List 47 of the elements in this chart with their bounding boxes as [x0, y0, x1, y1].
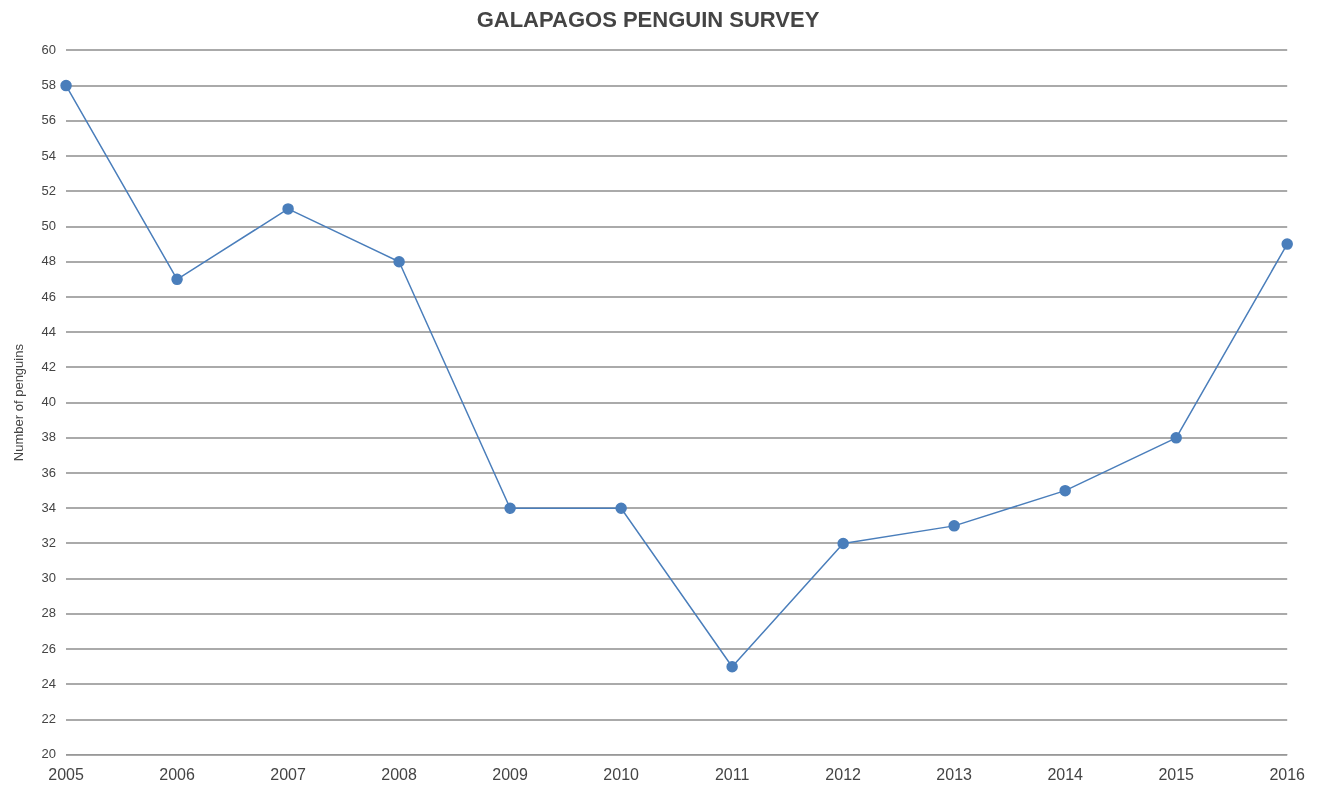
point [504, 502, 516, 515]
x-tick-label: 2012 [825, 765, 862, 783]
y-tick-label: 38 [41, 429, 57, 445]
point [393, 255, 405, 268]
point [726, 661, 738, 673]
y-tick-label: 56 [41, 112, 57, 128]
x-tick-label: 2011 [714, 765, 750, 783]
point [1170, 432, 1182, 444]
x-tick-label: 2013 [936, 765, 973, 783]
y-tick-label: 34 [41, 499, 57, 515]
y-tick-label: 44 [41, 323, 57, 339]
x-tick-label: 2015 [1158, 765, 1195, 783]
y-tick-label: 24 [41, 675, 57, 691]
x-tick-label: 2016 [1269, 765, 1306, 783]
y-tick-label: 20 [41, 746, 57, 762]
y-tick-label: 22 [41, 711, 57, 727]
point [1059, 484, 1071, 497]
x-tick-label: 2007 [270, 765, 306, 783]
x-tick-label: 2014 [1047, 765, 1084, 783]
y-tick-label: 60 [41, 41, 57, 57]
y-tick-label: 30 [41, 570, 57, 586]
y-tick-label: 58 [41, 77, 57, 93]
y-tick-label: 52 [41, 182, 57, 198]
y-tick-label: 50 [41, 218, 57, 234]
y-tick-label: 36 [41, 464, 57, 480]
point [282, 203, 294, 215]
x-tick-label: 2010 [603, 765, 640, 783]
point [948, 520, 960, 532]
x-tick-label: 2005 [48, 765, 84, 783]
y-axis-title: Number of penguins [11, 343, 27, 462]
point [60, 79, 72, 92]
y-tick-label: 48 [41, 253, 57, 269]
y-tick-label: 54 [41, 147, 57, 163]
y-tick-label: 28 [41, 605, 57, 621]
x-tick-label: 2009 [492, 765, 529, 783]
y-tick-label: 42 [41, 358, 57, 374]
point [837, 537, 849, 550]
y-tick-label: 40 [41, 394, 57, 410]
point [1281, 238, 1293, 250]
x-tick-label: 2006 [159, 765, 195, 783]
y-tick-label: 32 [41, 535, 57, 551]
point [615, 502, 627, 515]
point [171, 273, 183, 286]
chart-title: GALAPAGOS PENGUIN SURVEY [476, 7, 820, 33]
y-tick-label: 26 [41, 640, 57, 656]
x-tick-label: 2008 [381, 765, 417, 783]
y-tick-label: 46 [41, 288, 57, 304]
